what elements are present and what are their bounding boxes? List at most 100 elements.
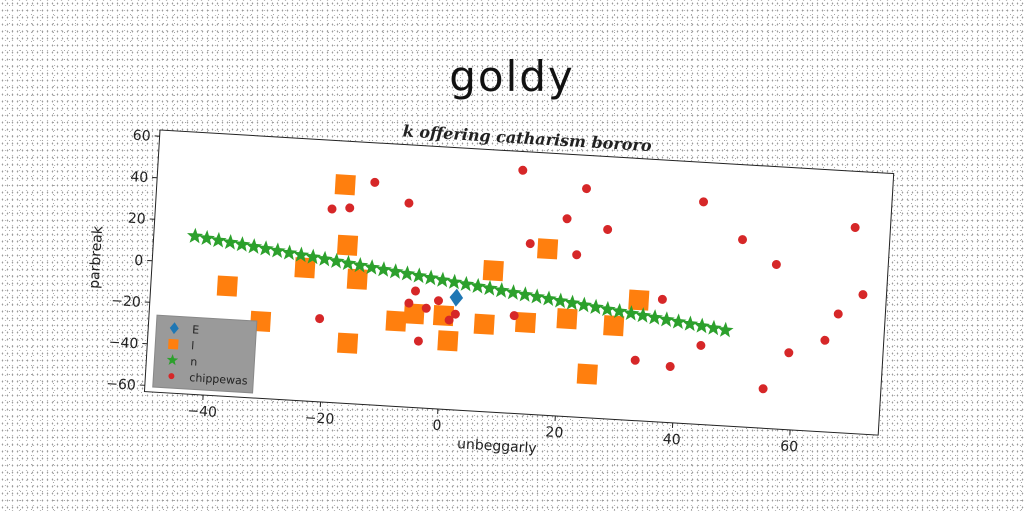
y-tick-label: 20 (127, 211, 146, 228)
x-tick-label: −40 (187, 403, 217, 421)
x-axis-label: unbeggarly (457, 436, 537, 457)
data-point-n (693, 317, 710, 334)
data-point-chippewas (411, 286, 421, 296)
data-point-l (336, 234, 359, 256)
data-point-n (611, 302, 628, 319)
legend-entry-n: n (166, 354, 198, 369)
data-point-n (505, 284, 522, 300)
data-point-n (564, 294, 581, 311)
data-point-l (403, 303, 425, 325)
legend-marker-n (166, 354, 179, 366)
legend-marker-chippewas (168, 373, 175, 380)
data-point-chippewas (858, 290, 868, 300)
data-point-n (705, 319, 722, 336)
data-point-chippewas (525, 239, 535, 249)
data-point-chippewas (345, 203, 355, 213)
data-point-l (514, 311, 537, 334)
data-point-n (446, 273, 463, 290)
data-point-chippewas (433, 296, 443, 306)
data-point-n (363, 259, 380, 275)
data-point-l (576, 363, 598, 385)
data-point-l (334, 174, 356, 196)
x-tick-label: 60 (780, 438, 799, 455)
data-point-chippewas (450, 309, 460, 319)
legend: Eln chippewas (152, 314, 258, 394)
data-point-chippewas (518, 165, 528, 175)
x-tick-label: 40 (662, 431, 681, 448)
legend-marker-l (168, 338, 179, 350)
data-point-l (346, 268, 368, 290)
data-point-l (556, 308, 578, 330)
y-tick-label: 60 (132, 128, 151, 145)
data-point-n (304, 248, 322, 265)
legend-label-l: l (191, 339, 195, 352)
data-point-n (481, 279, 498, 296)
y-tick-label: 40 (130, 169, 149, 186)
data-point-n (717, 321, 734, 338)
x-tick-label: −20 (304, 410, 334, 428)
x-tick-label: 20 (545, 424, 564, 441)
data-point-chippewas (327, 204, 337, 214)
data-point-chippewas (582, 184, 592, 194)
data-point-l (437, 330, 459, 352)
x-tick-label: 0 (432, 418, 442, 435)
data-point-chippewas (850, 223, 860, 233)
data-point-n (634, 307, 652, 323)
y-tick-label: −40 (108, 335, 138, 353)
data-point-l (482, 260, 504, 282)
data-point-chippewas (738, 235, 748, 245)
data-point-chippewas (315, 314, 325, 324)
data-point-n (458, 275, 475, 292)
data-point-E (449, 288, 464, 307)
data-point-n (198, 229, 215, 246)
data-point-n (552, 292, 569, 309)
data-point-n (517, 286, 534, 302)
data-point-l (337, 332, 359, 354)
data-point-l (628, 289, 650, 311)
data-point-n (281, 244, 298, 261)
data-point-n (469, 277, 487, 294)
y-tick-label: 0 (134, 253, 144, 270)
data-point-n (340, 254, 357, 271)
data-point-n (646, 309, 663, 325)
series-chippewas (315, 165, 868, 394)
legend-entry-l: l (168, 338, 195, 352)
y-axis-label: parbreak (86, 225, 106, 290)
data-point-n (257, 240, 274, 256)
data-point-chippewas (421, 303, 431, 313)
data-point-n (587, 298, 604, 315)
data-point-n (658, 311, 675, 327)
data-point-n (187, 227, 204, 244)
data-point-chippewas (444, 315, 454, 325)
data-point-n (399, 265, 416, 281)
data-point-chippewas (413, 336, 423, 346)
data-point-chippewas (572, 250, 582, 260)
data-point-n (351, 257, 369, 273)
data-point-chippewas (833, 309, 843, 319)
data-point-chippewas (699, 197, 709, 207)
data-point-n (222, 233, 239, 250)
legend-marker-E (169, 322, 179, 335)
data-point-l (473, 313, 495, 335)
y-tick-label: −60 (106, 376, 136, 394)
data-point-chippewas (562, 214, 572, 224)
data-point-n (493, 282, 510, 298)
data-point-chippewas (509, 311, 519, 321)
axes-group: k offering catharism bororo −40 −20 0 20 40 6… (86, 121, 895, 457)
data-point-n (528, 288, 546, 304)
data-point-chippewas (696, 340, 706, 350)
legend-entry-E: E (169, 322, 200, 337)
data-point-n (269, 242, 286, 258)
data-point-chippewas (784, 348, 794, 358)
data-point-n (387, 263, 404, 279)
data-point-l (603, 315, 625, 337)
data-point-chippewas (665, 362, 675, 372)
data-point-n (328, 252, 345, 269)
data-point-chippewas (820, 335, 830, 345)
data-point-chippewas (404, 298, 414, 308)
figure-title: goldy (449, 52, 575, 101)
data-point-n (210, 231, 227, 248)
data-point-n (316, 250, 333, 267)
data-point-n (434, 271, 451, 288)
